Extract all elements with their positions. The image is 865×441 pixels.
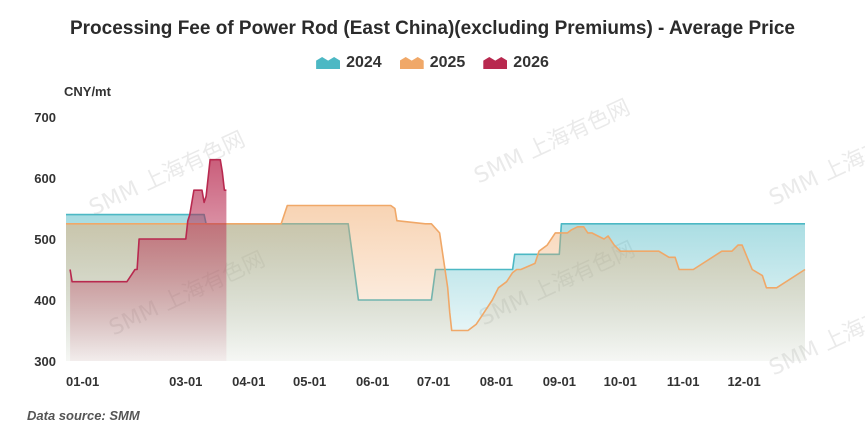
series-line-2025 bbox=[66, 204, 806, 332]
series-area-2026 bbox=[70, 159, 227, 361]
series-area-2025 bbox=[66, 205, 805, 361]
x-tick-label: 11-01 bbox=[667, 374, 700, 389]
x-tick-label: 01-01 bbox=[66, 374, 99, 389]
legend-item-2024[interactable]: 2024 bbox=[316, 54, 382, 72]
x-tick-label: 10-01 bbox=[604, 374, 637, 389]
legend-label-2026: 2026 bbox=[513, 54, 549, 71]
series-line-2026 bbox=[69, 158, 227, 283]
watermark-text: SMM 上海有色网 bbox=[470, 95, 634, 189]
legend-swatch-2024 bbox=[316, 57, 341, 69]
y-tick-label: 400 bbox=[34, 293, 56, 308]
legend-item-2026[interactable]: 2026 bbox=[483, 54, 549, 72]
y-tick-label: 600 bbox=[34, 171, 56, 186]
x-tick-label: 06-01 bbox=[356, 374, 389, 389]
x-tick-label: 05-01 bbox=[293, 374, 326, 389]
chart-title: Processing Fee of Power Rod (East China)… bbox=[69, 18, 795, 39]
y-tick-label: 700 bbox=[34, 110, 56, 125]
chart-legend: 2024 2025 2026 bbox=[0, 54, 865, 72]
x-tick-label: 12-01 bbox=[727, 374, 760, 389]
legend-item-2025[interactable]: 2025 bbox=[399, 54, 466, 72]
x-tick-label: 07-01 bbox=[417, 374, 450, 389]
legend-label-2025: 2025 bbox=[429, 54, 466, 71]
legend-swatch-2025 bbox=[399, 57, 424, 69]
x-tick-label: 03-01 bbox=[169, 374, 202, 389]
y-axis-unit: CNY/mt bbox=[64, 84, 111, 99]
y-tick-label: 300 bbox=[34, 354, 56, 369]
x-tick-label: 08-01 bbox=[480, 374, 513, 389]
x-tick-label: 09-01 bbox=[543, 374, 576, 389]
x-tick-label: 04-01 bbox=[232, 374, 265, 389]
legend-label-2024: 2024 bbox=[346, 54, 382, 71]
y-tick-label: 500 bbox=[34, 232, 56, 247]
data-source: Data source: SMM bbox=[27, 408, 140, 423]
legend-swatch-2026 bbox=[483, 57, 508, 69]
watermark-text: SMM 上海有色网 bbox=[765, 117, 865, 211]
